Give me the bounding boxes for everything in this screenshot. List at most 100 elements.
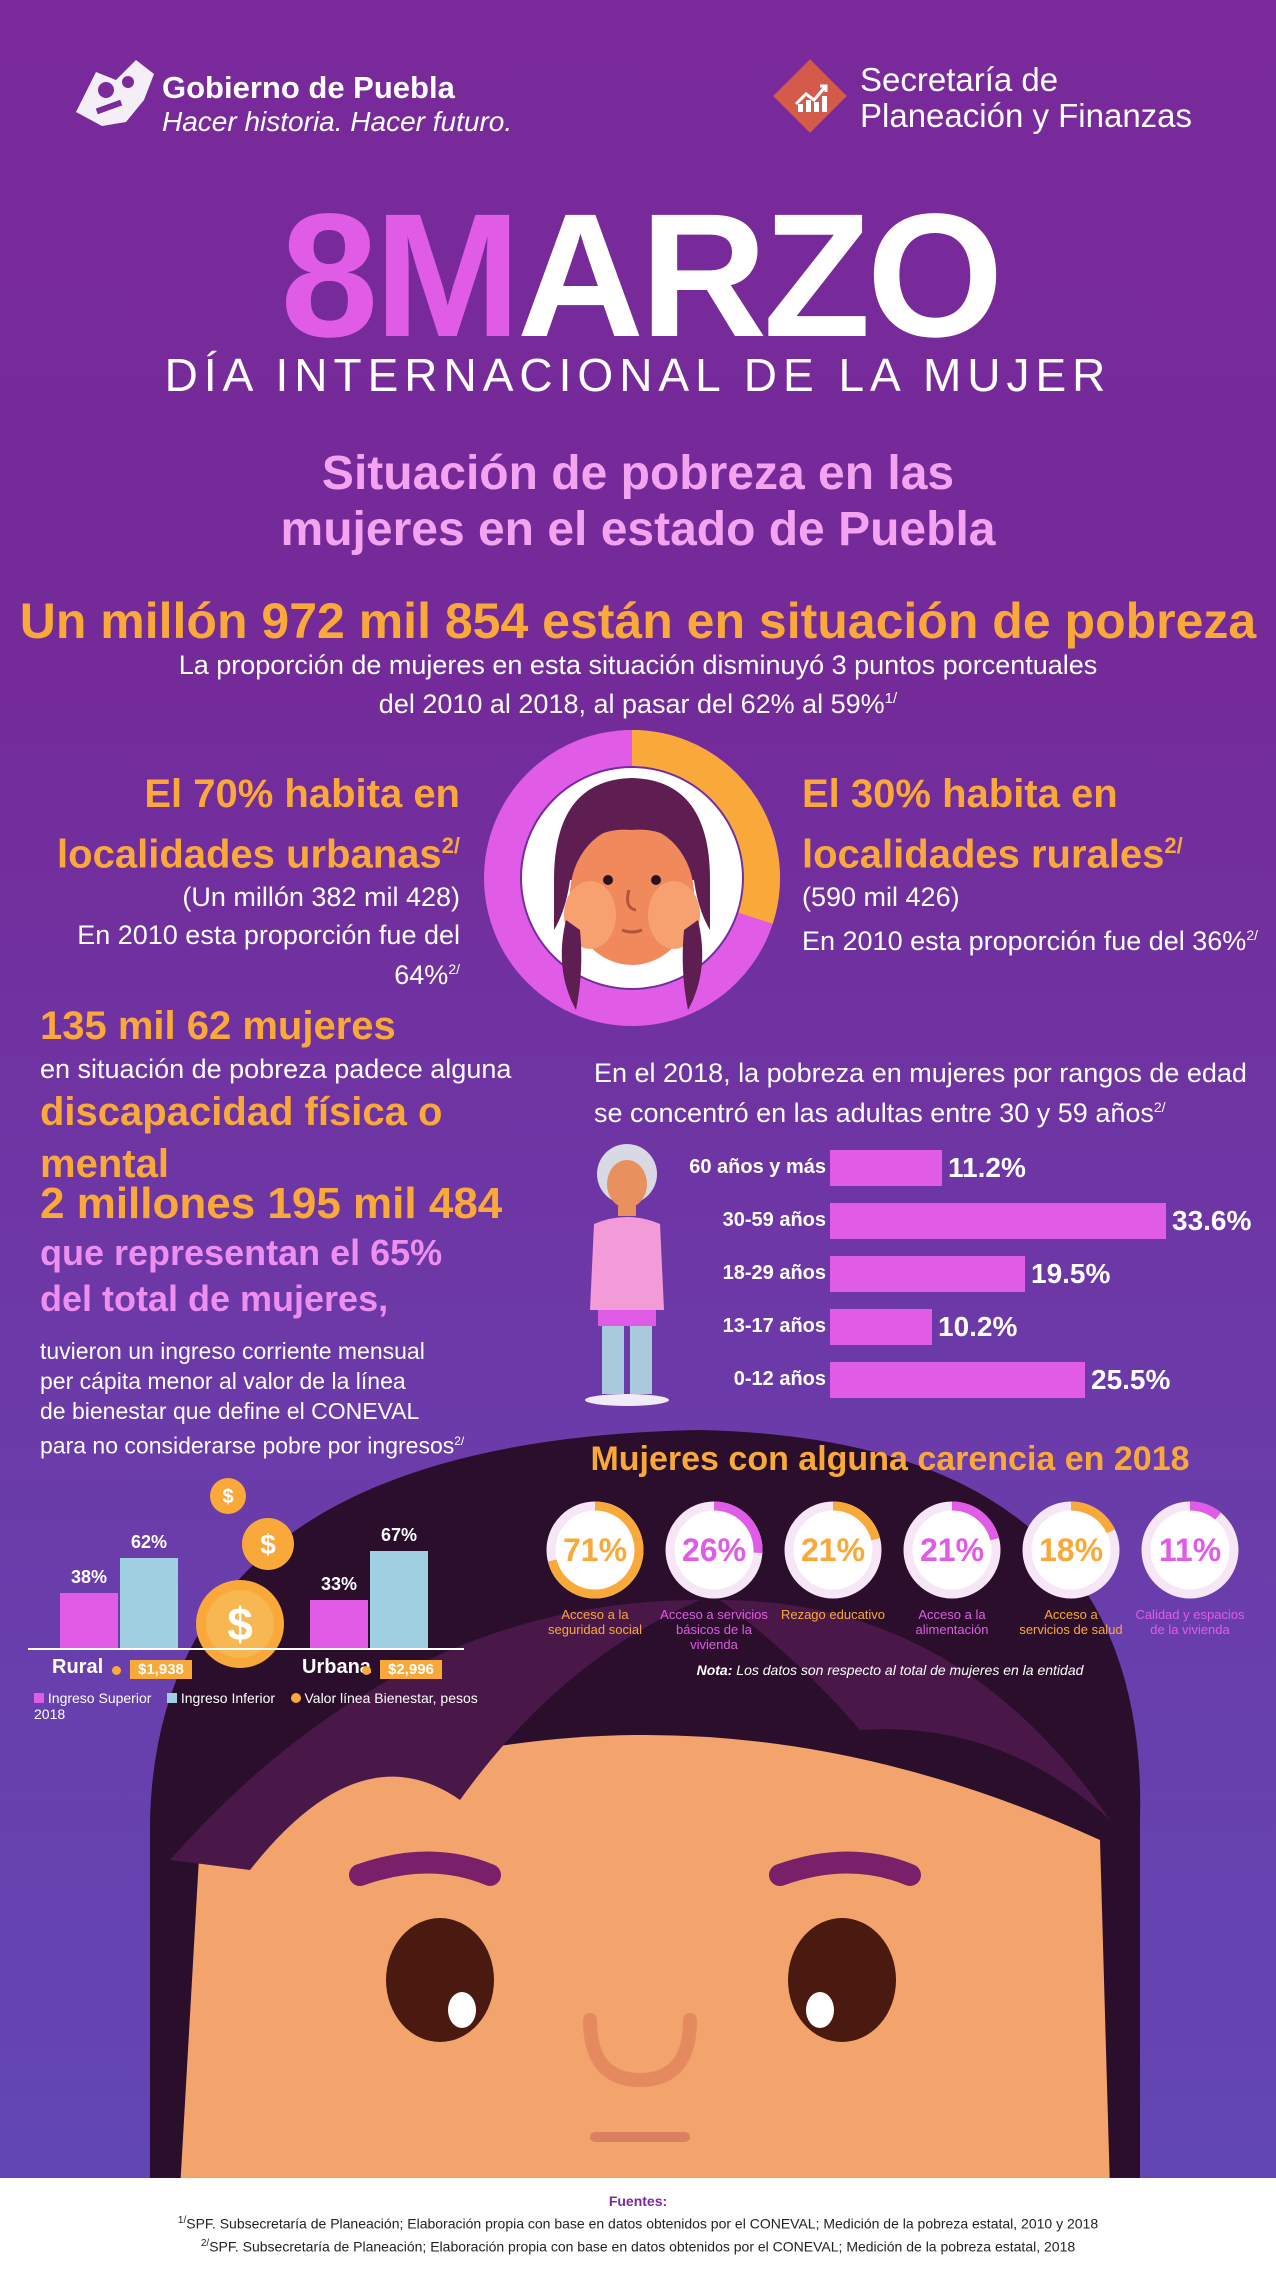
income-desc2: per cápita menor al valor de la línea (40, 1368, 406, 1394)
urban-count: (Un millón 382 mil 428) (182, 882, 460, 913)
age-bar-value: 11.2% (948, 1152, 1026, 1183)
rural-sup: 2/ (1164, 833, 1183, 858)
hero-subtitle: DÍA INTERNACIONAL DE LA MUJER (164, 349, 1112, 401)
svg-text:$: $ (222, 1486, 233, 1508)
footer-title: Fuentes: (608, 2193, 668, 2209)
age-bar (830, 1309, 932, 1345)
carencias-title: Mujeres con alguna carencia en 2018 (590, 1440, 1190, 1478)
carencia-label: Rezago educativo (778, 1607, 888, 1622)
gov-logo-text: Gobierno de Puebla Hacer historia. Hacer… (162, 70, 512, 138)
carencia-ring-fill (546, 1501, 644, 1599)
carencia-ring: 21% (903, 1501, 1001, 1599)
carencia-ring: 21% (784, 1501, 882, 1599)
line-value-tag: $2,996 (380, 1660, 442, 1679)
urban-sup: 2/ (441, 833, 460, 858)
carencia-label-line1: Acceso a la (918, 1607, 986, 1622)
carencia-percent: 26% (682, 1532, 746, 1568)
income-bar-label: 62% (130, 1532, 168, 1553)
spf-logo (772, 58, 848, 139)
headline-desc: La proporción de mujeres en esta situaci… (0, 648, 1276, 721)
hero-title: 8MARZO (240, 188, 1040, 364)
rural-block: El 30% habita en localidades rurales2/ (… (802, 768, 1262, 958)
age-bar (830, 1150, 942, 1186)
income-bar (60, 1592, 118, 1648)
disability-line3: discapacidad física o mental (40, 1090, 443, 1186)
carencia-item: 21% Rezago educativo (778, 1498, 888, 1622)
carencia-label-line2: alimentación (915, 1622, 989, 1637)
secretaria-line2: Planeación y Finanzas (860, 97, 1193, 134)
carencia-label-line1: Rezago educativo (780, 1607, 886, 1622)
income-bar (120, 1558, 178, 1648)
carencia-percent: 71% (563, 1532, 627, 1568)
carencia-label-line2: de la vivienda (1150, 1622, 1230, 1637)
svg-text:$: $ (260, 1529, 276, 1560)
legend-superior: Ingreso Superior (47, 1690, 152, 1706)
legend-swatch-line (290, 1693, 301, 1703)
age-title: En el 2018, la pobreza en mujeres por ra… (594, 1056, 1264, 1130)
headline-desc-line1: La proporción de mujeres en esta situaci… (178, 650, 1098, 680)
urban-rural-donut-chart (484, 730, 780, 1026)
gov-emblem-icon (76, 60, 154, 126)
footer: Fuentes: 1/SPF. Subsecretaría de Planeac… (0, 2178, 1276, 2269)
footer-src2-sup: 2/ (200, 2237, 210, 2249)
income-legend: Ingreso Superior Ingreso Inferior Valor … (34, 1690, 494, 1722)
girl-face-illustration (554, 778, 710, 1010)
age-bar (830, 1256, 1025, 1292)
footer-src1-sup: 1/ (177, 2215, 187, 2226)
headline-desc-line2: del 2010 al 2018, al pasar del 62% al 59… (378, 689, 885, 719)
carencia-ring-fill (665, 1501, 763, 1599)
urban-note: En 2010 esta proporción fue del 64% (77, 920, 460, 991)
elderly-woman-illustration (572, 1140, 682, 1413)
secretaria-line1: Secretaría de (860, 61, 1059, 98)
disability-line1: 135 mil 62 mujeres (40, 1004, 396, 1048)
income-bar-label: 38% (70, 1566, 108, 1587)
carencias-rings: 71% Acceso a la seguridad social 26% Acceso … (540, 1498, 1260, 1652)
finance-chart-icon (773, 59, 847, 133)
line-value-tag: $1,938 (130, 1660, 192, 1679)
carencia-ring-fill (1141, 1501, 1239, 1599)
income-category-label: Rural (52, 1656, 104, 1678)
gov-logo (66, 52, 162, 137)
carencia-percent: 11% (1159, 1532, 1221, 1568)
carencia-label-line2: servicios de salud (1019, 1622, 1123, 1637)
carencia-ring: 18% (1022, 1501, 1120, 1599)
urban-rural-donut (484, 730, 780, 1031)
income-bar (310, 1600, 368, 1648)
carencia-label: Acceso a la alimentación (897, 1607, 1007, 1637)
income-bar-chart: 38% 62% Rural $1,938 33% 67% Urbana $2,996 (28, 1476, 468, 1706)
carencia-label-line1: Calidad y espacios (1135, 1607, 1245, 1622)
urban-line1: El 70% habita en (144, 772, 460, 816)
income-desc4: para no considerarse pobre por ingresos (40, 1432, 455, 1459)
income-category-label: Urbana (302, 1656, 371, 1678)
age-bar-value: 19.5% (1031, 1258, 1111, 1289)
elderly-woman-icon (585, 1144, 669, 1406)
section-title-line2: mujeres en el estado de Puebla (280, 503, 996, 556)
age-bar (830, 1203, 1166, 1239)
income-bar-label: 33% (320, 1574, 358, 1595)
legend-inferior: Ingreso Inferior (180, 1690, 276, 1706)
income-desc1: tuvieron un ingreso corriente mensual (40, 1338, 425, 1364)
section-title-line1: Situación de pobreza en las (321, 447, 955, 500)
age-bar (830, 1362, 1085, 1398)
legend-line: Valor línea Bienestar, pesos 2018 (34, 1690, 478, 1722)
line-value-dot (112, 1666, 121, 1675)
age-bar-label: 18-29 años (722, 1262, 826, 1284)
carencia-item: 18% Acceso a servicios de salud (1016, 1498, 1126, 1637)
carencia-item: 71% Acceso a la seguridad social (540, 1498, 650, 1637)
gov-slogan: Hacer historia. Hacer futuro. (162, 106, 513, 137)
disability-block: 135 mil 62 mujeres en situación de pobre… (40, 1000, 560, 1190)
carencia-item: 21% Acceso a la alimentación (897, 1498, 1007, 1637)
hero-title-part1: 8M (280, 178, 520, 374)
carencia-ring: 11% (1141, 1501, 1239, 1599)
income-desc-sup: 2/ (454, 1434, 465, 1448)
age-bar-chart: 60 años y más 11.2% 30-59 años 33.6% 18-29 a… (676, 1150, 1266, 1410)
carencia-label: Acceso a servicios básicos de la vivienda (659, 1607, 769, 1652)
carencia-label-line2: seguridad social (548, 1622, 642, 1637)
legend-swatch-inferior (166, 1693, 177, 1703)
rural-count: (590 mil 426) (802, 882, 960, 913)
age-bar-label: 30-59 años (722, 1209, 826, 1231)
urban-line2: localidades urbanas (57, 832, 442, 877)
carencia-label: Calidad y espacios de la vivienda (1135, 1607, 1245, 1637)
carencia-ring-fill (903, 1501, 1001, 1599)
carencia-percent: 18% (1039, 1532, 1103, 1568)
